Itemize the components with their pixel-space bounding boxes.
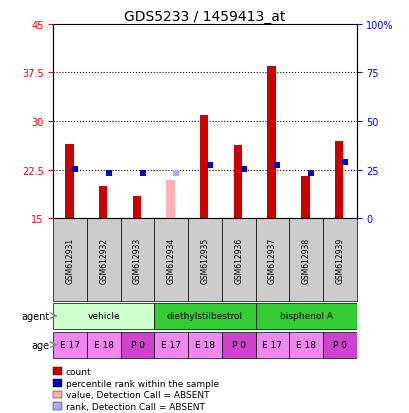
- Bar: [200, 115, 208, 219]
- Text: GSM612936: GSM612936: [234, 237, 243, 283]
- Bar: [255, 303, 356, 329]
- Bar: [188, 219, 221, 301]
- Bar: [221, 219, 255, 301]
- Text: GSM612935: GSM612935: [200, 237, 209, 283]
- Text: rank, Detection Call = ABSENT: rank, Detection Call = ABSENT: [65, 402, 204, 411]
- Text: percentile rank within the sample: percentile rank within the sample: [65, 379, 218, 388]
- Bar: [65, 145, 73, 219]
- Title: GDS5233 / 1459413_at: GDS5233 / 1459413_at: [124, 10, 285, 24]
- Text: GSM612939: GSM612939: [335, 237, 344, 283]
- Text: GSM612933: GSM612933: [133, 237, 142, 283]
- Bar: [289, 219, 322, 301]
- Text: vehicle: vehicle: [88, 311, 120, 320]
- Text: agent: agent: [21, 311, 49, 321]
- Text: age: age: [31, 340, 49, 350]
- Text: E 18: E 18: [295, 340, 315, 349]
- Bar: [53, 219, 87, 301]
- Text: GSM612932: GSM612932: [99, 237, 108, 283]
- Bar: [154, 303, 255, 329]
- Bar: [233, 146, 241, 219]
- Text: count: count: [65, 367, 91, 376]
- Text: diethylstilbestrol: diethylstilbestrol: [166, 311, 243, 320]
- Bar: [53, 303, 154, 329]
- Bar: [221, 332, 255, 358]
- Bar: [267, 67, 275, 219]
- Bar: [87, 219, 120, 301]
- Text: E 17: E 17: [60, 340, 80, 349]
- Bar: [322, 332, 356, 358]
- Text: P 0: P 0: [130, 340, 144, 349]
- Bar: [322, 219, 356, 301]
- Text: P 0: P 0: [332, 340, 346, 349]
- Bar: [99, 187, 107, 219]
- Bar: [255, 332, 289, 358]
- Bar: [154, 219, 188, 301]
- Text: GSM612938: GSM612938: [301, 237, 310, 283]
- Bar: [300, 177, 309, 219]
- Bar: [120, 219, 154, 301]
- Bar: [255, 219, 289, 301]
- Text: E 17: E 17: [161, 340, 181, 349]
- Bar: [166, 180, 174, 219]
- Text: value, Detection Call = ABSENT: value, Detection Call = ABSENT: [65, 390, 209, 399]
- Text: E 18: E 18: [195, 340, 214, 349]
- Bar: [289, 332, 322, 358]
- Text: GSM612931: GSM612931: [65, 237, 74, 283]
- Text: P 0: P 0: [231, 340, 245, 349]
- Bar: [188, 332, 221, 358]
- Text: GSM612934: GSM612934: [166, 237, 175, 283]
- Bar: [334, 141, 342, 219]
- Bar: [154, 332, 188, 358]
- Bar: [132, 196, 141, 219]
- Bar: [87, 332, 120, 358]
- Text: E 17: E 17: [262, 340, 282, 349]
- Bar: [120, 332, 154, 358]
- Bar: [53, 332, 87, 358]
- Text: bisphenol A: bisphenol A: [279, 311, 332, 320]
- Text: GSM612937: GSM612937: [267, 237, 276, 283]
- Text: E 18: E 18: [94, 340, 114, 349]
